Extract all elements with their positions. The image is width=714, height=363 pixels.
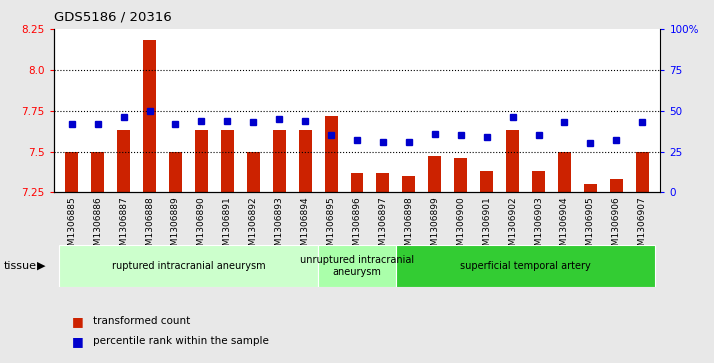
Bar [481, 171, 493, 192]
Text: GSM1306885: GSM1306885 [67, 196, 76, 257]
Text: ruptured intracranial aneurysm: ruptured intracranial aneurysm [111, 261, 265, 271]
Bar [376, 173, 389, 192]
Bar [454, 158, 467, 192]
Bar [428, 156, 441, 192]
Text: GSM1306886: GSM1306886 [93, 196, 102, 257]
Bar [117, 130, 130, 192]
Text: superficial temporal artery: superficial temporal artery [461, 261, 591, 271]
Text: GSM1306903: GSM1306903 [534, 196, 543, 257]
Text: percentile rank within the sample: percentile rank within the sample [93, 336, 268, 346]
Bar [298, 130, 311, 192]
Bar [91, 152, 104, 192]
Bar [558, 152, 571, 192]
Text: GSM1306898: GSM1306898 [404, 196, 413, 257]
Bar [532, 171, 545, 192]
Text: GSM1306900: GSM1306900 [456, 196, 466, 257]
Bar [65, 152, 79, 192]
Bar [351, 173, 363, 192]
Text: GSM1306887: GSM1306887 [119, 196, 128, 257]
Text: GDS5186 / 20316: GDS5186 / 20316 [54, 11, 171, 24]
Text: unruptured intracranial
aneurysm: unruptured intracranial aneurysm [300, 255, 414, 277]
Bar [610, 179, 623, 192]
Text: GSM1306892: GSM1306892 [248, 196, 258, 257]
Text: ■: ■ [71, 335, 83, 348]
Text: GSM1306896: GSM1306896 [353, 196, 361, 257]
Bar [325, 115, 338, 192]
Text: GSM1306904: GSM1306904 [560, 196, 569, 257]
Bar [195, 130, 208, 192]
Bar [584, 184, 597, 192]
Text: GSM1306888: GSM1306888 [145, 196, 154, 257]
Text: ▶: ▶ [37, 261, 46, 271]
Text: GSM1306889: GSM1306889 [171, 196, 180, 257]
Bar [247, 152, 260, 192]
Text: GSM1306894: GSM1306894 [301, 196, 310, 257]
Text: GSM1306890: GSM1306890 [197, 196, 206, 257]
Text: ■: ■ [71, 315, 83, 328]
Text: tissue: tissue [4, 261, 36, 271]
Bar [143, 41, 156, 192]
Text: GSM1306897: GSM1306897 [378, 196, 388, 257]
Text: transformed count: transformed count [93, 316, 190, 326]
Text: GSM1306895: GSM1306895 [326, 196, 336, 257]
Bar [506, 130, 519, 192]
Text: GSM1306902: GSM1306902 [508, 196, 517, 257]
Text: GSM1306901: GSM1306901 [482, 196, 491, 257]
Bar [169, 152, 182, 192]
Bar [635, 152, 649, 192]
Text: GSM1306891: GSM1306891 [223, 196, 232, 257]
Bar [396, 245, 655, 287]
Bar [59, 245, 318, 287]
Text: GSM1306893: GSM1306893 [275, 196, 283, 257]
Bar [221, 130, 233, 192]
Bar [403, 176, 416, 192]
Text: GSM1306899: GSM1306899 [431, 196, 439, 257]
Bar [273, 130, 286, 192]
Text: GSM1306905: GSM1306905 [586, 196, 595, 257]
Text: GSM1306907: GSM1306907 [638, 196, 647, 257]
Text: GSM1306906: GSM1306906 [612, 196, 621, 257]
Bar [318, 245, 396, 287]
